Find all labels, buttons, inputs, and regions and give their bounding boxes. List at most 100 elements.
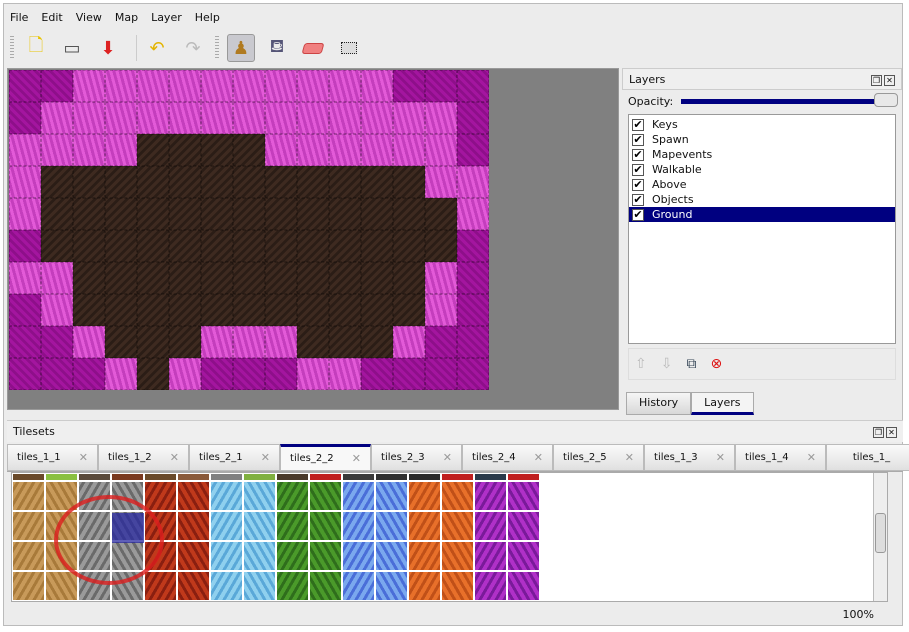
map-tile[interactable] xyxy=(105,326,137,358)
map-tile[interactable] xyxy=(233,230,265,262)
map-tile[interactable] xyxy=(233,102,265,134)
tileset-tile[interactable] xyxy=(441,571,474,601)
map-tile[interactable] xyxy=(9,134,41,166)
map-tile[interactable] xyxy=(169,134,201,166)
map-tile[interactable] xyxy=(9,326,41,358)
map-tile[interactable] xyxy=(73,166,105,198)
map-tile[interactable] xyxy=(137,262,169,294)
tab-tiles_2_1[interactable]: tiles_2_1 ✕ xyxy=(189,444,280,471)
remove-layer-icon[interactable]: ⊗ xyxy=(710,356,723,372)
layer-item-above[interactable]: ✔ Above xyxy=(629,177,895,192)
tileset-tile[interactable] xyxy=(342,511,375,541)
map-tile[interactable] xyxy=(457,70,489,102)
map-tile[interactable] xyxy=(361,198,393,230)
close-tab-icon[interactable]: ✕ xyxy=(351,452,361,465)
tileset-tile[interactable] xyxy=(276,541,309,571)
map-tile[interactable] xyxy=(233,262,265,294)
map-tile[interactable] xyxy=(265,230,297,262)
map-tile[interactable] xyxy=(457,262,489,294)
map-tile[interactable] xyxy=(457,134,489,166)
tileset-tile[interactable] xyxy=(12,481,45,511)
map-tile[interactable] xyxy=(169,326,201,358)
map-tile[interactable] xyxy=(297,102,329,134)
tileset-tile[interactable] xyxy=(210,541,243,571)
tileset-tile[interactable] xyxy=(111,473,144,481)
menu-file[interactable]: File xyxy=(10,10,29,24)
close-tab-icon[interactable]: ✕ xyxy=(806,451,816,464)
map-tile[interactable] xyxy=(233,166,265,198)
map-tile[interactable] xyxy=(41,262,73,294)
tileset-tile[interactable] xyxy=(474,473,507,481)
tileset-tile[interactable] xyxy=(243,511,276,541)
map-tile[interactable] xyxy=(265,326,297,358)
map-tile[interactable] xyxy=(137,230,169,262)
map-tile[interactable] xyxy=(265,102,297,134)
map-tile[interactable] xyxy=(297,70,329,102)
visibility-checkbox[interactable]: ✔ xyxy=(632,192,644,206)
map-tile[interactable] xyxy=(9,262,41,294)
tileset-tile[interactable] xyxy=(177,511,210,541)
rectangle-select-icon[interactable] xyxy=(335,34,363,62)
tileset-tile[interactable] xyxy=(309,473,342,481)
map-tile[interactable] xyxy=(425,358,457,390)
tileset-tile[interactable] xyxy=(441,511,474,541)
map-tile[interactable] xyxy=(137,70,169,102)
menu-map[interactable]: Map xyxy=(114,10,139,24)
tab-tiles_2_4[interactable]: tiles_2_4 ✕ xyxy=(462,444,553,471)
tileset-tile[interactable] xyxy=(144,473,177,481)
move-layer-down-icon[interactable]: ⇩ xyxy=(660,356,673,372)
map-tile[interactable] xyxy=(41,102,73,134)
map-tile[interactable] xyxy=(169,166,201,198)
map-tile[interactable] xyxy=(393,294,425,326)
map-tile[interactable] xyxy=(457,230,489,262)
tileset-tile[interactable] xyxy=(243,541,276,571)
tileset-tile[interactable] xyxy=(12,511,45,541)
tileset-tile[interactable] xyxy=(309,541,342,571)
tileset-tile[interactable] xyxy=(177,473,210,481)
tileset-tile[interactable] xyxy=(243,473,276,481)
new-document-icon[interactable]: 🗋 xyxy=(28,35,44,56)
map-tile[interactable] xyxy=(265,358,297,390)
map-tile[interactable] xyxy=(105,294,137,326)
save-icon[interactable]: ⬇ xyxy=(100,37,116,59)
tileset-tile[interactable] xyxy=(507,481,540,511)
tileset-tile[interactable] xyxy=(375,571,408,601)
map-tile[interactable] xyxy=(233,326,265,358)
map-tile[interactable] xyxy=(265,294,297,326)
tab-tiles_2_3[interactable]: tiles_2_3 ✕ xyxy=(371,444,462,471)
map-tile[interactable] xyxy=(233,198,265,230)
map-tile[interactable] xyxy=(137,198,169,230)
map-tile[interactable] xyxy=(201,358,233,390)
map-tile[interactable] xyxy=(297,262,329,294)
map-tile[interactable] xyxy=(105,230,137,262)
map-tile[interactable] xyxy=(425,230,457,262)
map-tile[interactable] xyxy=(9,166,41,198)
tileset-tile[interactable] xyxy=(78,473,111,481)
open-folder-icon[interactable]: ▭ xyxy=(63,37,81,59)
map-tile[interactable] xyxy=(137,134,169,166)
tab-tiles_2_5[interactable]: tiles_2_5 ✕ xyxy=(553,444,644,471)
tileset-tile[interactable] xyxy=(210,473,243,481)
map-tile[interactable] xyxy=(425,294,457,326)
map-tile[interactable] xyxy=(41,326,73,358)
toolbar-grip[interactable] xyxy=(215,36,219,60)
map-tile[interactable] xyxy=(329,262,361,294)
tileset-tile[interactable] xyxy=(375,473,408,481)
close-icon[interactable]: ✕ xyxy=(884,74,895,86)
tileset-tile[interactable] xyxy=(342,481,375,511)
close-tab-icon[interactable]: ✕ xyxy=(78,451,88,464)
tileset-tile[interactable] xyxy=(276,481,309,511)
map-tile[interactable] xyxy=(9,358,41,390)
layer-item-walkable[interactable]: ✔ Walkable xyxy=(629,162,895,177)
map-tile[interactable] xyxy=(169,198,201,230)
map-tile[interactable] xyxy=(73,198,105,230)
tile-map[interactable] xyxy=(9,70,489,390)
tileset-tile[interactable] xyxy=(507,511,540,541)
tileset-tile[interactable] xyxy=(342,473,375,481)
map-tile[interactable] xyxy=(73,102,105,134)
tileset-tile[interactable] xyxy=(45,473,78,481)
close-tab-icon[interactable]: ✕ xyxy=(715,451,725,464)
slider-handle[interactable] xyxy=(874,92,898,107)
map-tile[interactable] xyxy=(137,166,169,198)
map-tile[interactable] xyxy=(329,230,361,262)
